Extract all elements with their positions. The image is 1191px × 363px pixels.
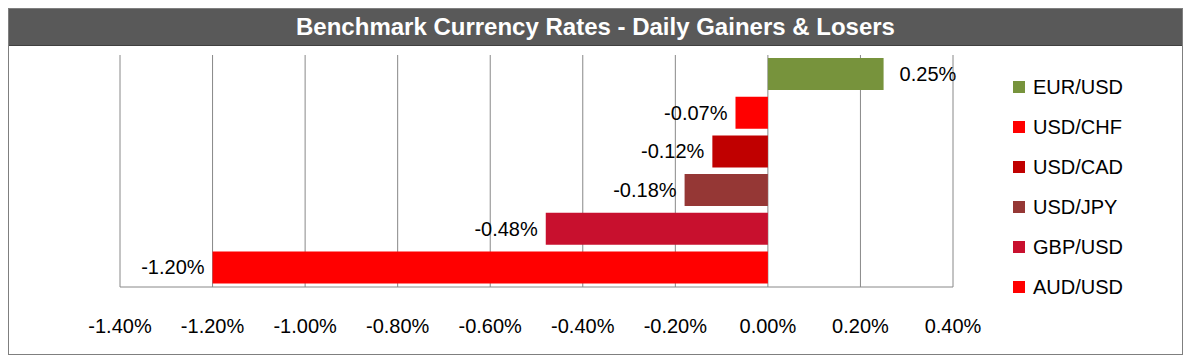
svg-text:-0.18%: -0.18% [613,179,677,201]
svg-text:-0.40%: -0.40% [551,315,615,337]
html-text:GBP/USD: GBP/USD [1033,235,1123,258]
svg-text:-0.60%: -0.60% [459,315,523,337]
svg-text:0.40%: 0.40% [925,315,982,337]
svg-text:-1.00%: -1.00% [273,315,337,337]
html-text:EUR/USD: EUR/USD [1033,75,1123,98]
svg-text:0.00%: 0.00% [740,315,797,337]
svg-text:0.20%: 0.20% [832,315,889,337]
html-text:USD/CHF: USD/CHF [1033,115,1122,138]
html-text:USD/CAD: USD/CAD [1033,155,1123,178]
html-text:USD/JPY: USD/JPY [1033,195,1118,218]
svg-text:-1.40%: -1.40% [88,315,152,337]
svg-text:-1.20%: -1.20% [141,256,205,278]
html-text:Benchmark Currency Rates - Dai: Benchmark Currency Rates - Daily Gainers… [296,13,895,40]
svg-text:-0.12%: -0.12% [641,140,705,162]
svg-text:-0.07%: -0.07% [664,102,728,124]
svg-text:-1.20%: -1.20% [181,315,245,337]
svg-text:-0.20%: -0.20% [644,315,708,337]
svg-text:-0.48%: -0.48% [474,218,538,240]
svg-text:0.25%: 0.25% [900,63,957,85]
html-text:AUD/USD: AUD/USD [1033,275,1123,298]
svg-text:-0.80%: -0.80% [366,315,430,337]
